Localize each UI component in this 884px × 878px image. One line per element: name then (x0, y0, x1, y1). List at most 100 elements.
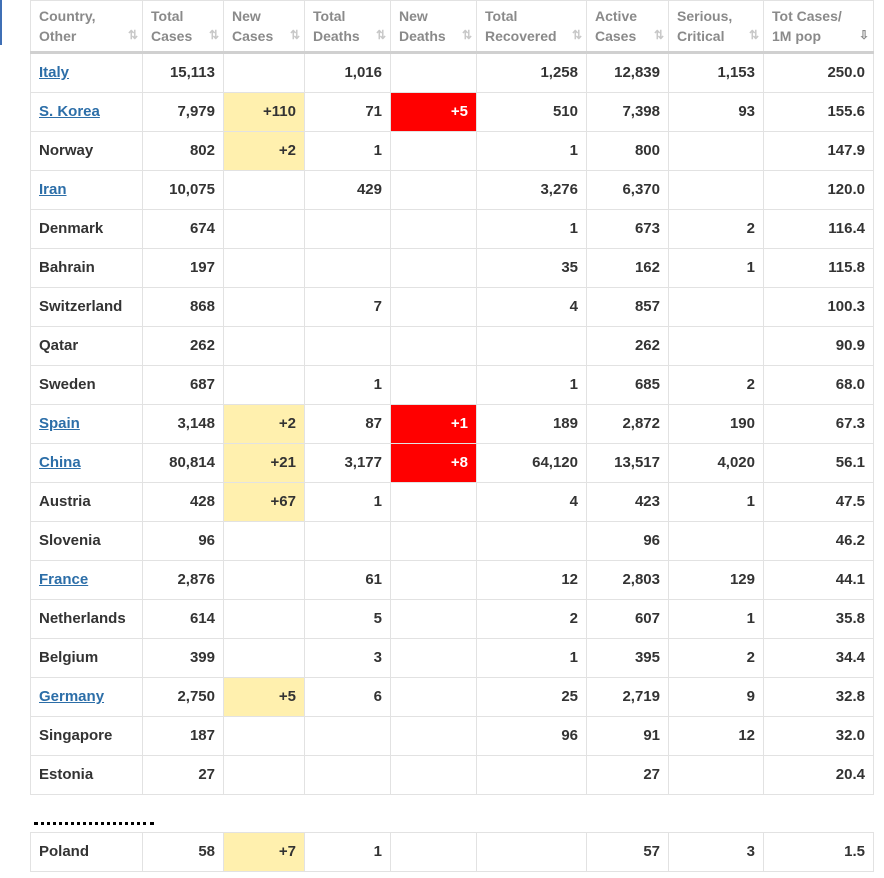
cell-per-million: 56.1 (764, 444, 874, 482)
cell-per-million: 1.5 (764, 833, 874, 871)
country-link[interactable]: Spain (30, 405, 143, 443)
table-body: Italy 15,113 1,016 1,258 12,839 1,153 250.0 S. … (30, 54, 874, 795)
cell-serious-critical: 129 (669, 561, 764, 599)
cases-table-tail: Poland 58 +7 1 57 3 1.5 (30, 833, 874, 872)
cell-new-deaths (391, 288, 477, 326)
sort-icon[interactable]: ⇅ (571, 28, 582, 42)
cell-total-deaths: 1 (305, 366, 391, 404)
cell-total-recovered: 35 (477, 249, 587, 287)
cell-total-deaths: 87 (305, 405, 391, 443)
sort-icon[interactable]: ⇅ (289, 28, 300, 42)
cell-total-deaths: 3,177 (305, 444, 391, 482)
cell-country: Estonia (30, 756, 143, 794)
sort-icon[interactable]: ⇅ (127, 28, 138, 42)
cell-serious-critical (669, 522, 764, 560)
header-total-deaths[interactable]: Total Deaths ⇅ (305, 0, 391, 51)
cell-total-deaths: 61 (305, 561, 391, 599)
cell-country: Netherlands (30, 600, 143, 638)
cell-total-cases: 2,876 (143, 561, 224, 599)
cell-serious-critical: 1,153 (669, 54, 764, 92)
header-active-cases[interactable]: Active Cases ⇅ (587, 0, 669, 51)
header-label-line2: 1M pop (772, 28, 821, 44)
cell-country: Sweden (30, 366, 143, 404)
cell-serious-critical: 4,020 (669, 444, 764, 482)
table-row: Austria 428 +67 1 4 423 1 47.5 (30, 483, 874, 522)
cell-per-million: 250.0 (764, 54, 874, 92)
sort-icon[interactable]: ⇅ (748, 28, 759, 42)
cell-total-cases: 868 (143, 288, 224, 326)
cell-total-cases: 399 (143, 639, 224, 677)
cell-per-million: 46.2 (764, 522, 874, 560)
country-link[interactable]: S. Korea (30, 93, 143, 131)
cell-active-cases: 395 (587, 639, 669, 677)
cell-total-cases: 80,814 (143, 444, 224, 482)
sort-icon[interactable]: ⇅ (375, 28, 386, 42)
country-link[interactable]: Germany (30, 678, 143, 716)
cell-new-deaths (391, 756, 477, 794)
country-link[interactable]: Italy (30, 54, 143, 92)
sort-icon[interactable]: ⇩ (858, 28, 869, 42)
header-label-line1: Active (595, 8, 638, 24)
table-row: Sweden 687 1 1 685 2 68.0 (30, 366, 874, 405)
header-country[interactable]: Country, Other ⇅ (30, 0, 143, 51)
header-new-cases[interactable]: New Cases ⇅ (224, 0, 305, 51)
country-link[interactable]: Iran (30, 171, 143, 209)
cell-total-cases: 10,075 (143, 171, 224, 209)
header-serious-critical[interactable]: Serious, Critical ⇅ (669, 0, 764, 51)
cell-serious-critical: 12 (669, 717, 764, 755)
header-per-million[interactable]: Tot Cases/1M pop ⇩ (764, 0, 874, 51)
cell-total-cases: 802 (143, 132, 224, 170)
cell-per-million: 100.3 (764, 288, 874, 326)
country-link[interactable]: France (30, 561, 143, 599)
table-row: Belgium 399 3 1 395 2 34.4 (30, 639, 874, 678)
header-label-line2: Cases (595, 28, 637, 44)
cell-per-million: 155.6 (764, 93, 874, 131)
cell-new-deaths (391, 327, 477, 365)
sort-icon[interactable]: ⇅ (208, 28, 219, 42)
cell-new-cases: +2 (224, 132, 305, 170)
cell-country: Slovenia (30, 522, 143, 560)
cell-new-deaths (391, 54, 477, 92)
sort-icon[interactable]: ⇅ (461, 28, 472, 42)
table-row: Switzerland 868 7 4 857 100.3 (30, 288, 874, 327)
cell-new-cases: +5 (224, 678, 305, 716)
cell-total-recovered: 12 (477, 561, 587, 599)
header-label-line1: Tot Cases/ (772, 8, 842, 24)
sort-icon[interactable]: ⇅ (653, 28, 664, 42)
table-row: China 80,814 +21 3,177 +8 64,120 13,517 4,020 56… (30, 444, 874, 483)
table-row: S. Korea 7,979 +110 71 +5 510 7,398 93 155.6 (30, 93, 874, 132)
cell-total-recovered (477, 756, 587, 794)
cell-total-deaths: 71 (305, 93, 391, 131)
cell-new-deaths (391, 833, 477, 871)
cell-new-cases (224, 756, 305, 794)
cell-new-deaths (391, 210, 477, 248)
cell-total-deaths: 1 (305, 833, 391, 871)
cell-total-recovered: 1 (477, 639, 587, 677)
cell-new-cases (224, 327, 305, 365)
table-row: Poland 58 +7 1 57 3 1.5 (30, 833, 874, 872)
cell-country: Denmark (30, 210, 143, 248)
cell-per-million: 34.4 (764, 639, 874, 677)
cell-active-cases: 13,517 (587, 444, 669, 482)
cell-total-recovered: 4 (477, 483, 587, 521)
country-link[interactable]: China (30, 444, 143, 482)
header-label-line2: Cases (151, 28, 193, 44)
table-row: Bahrain 197 35 162 1 115.8 (30, 249, 874, 288)
cell-active-cases: 57 (587, 833, 669, 871)
cell-serious-critical: 1 (669, 600, 764, 638)
cell-total-deaths (305, 249, 391, 287)
cell-active-cases: 800 (587, 132, 669, 170)
row-gap (30, 794, 874, 833)
header-total-recovered[interactable]: Total Recovered ⇅ (477, 0, 587, 51)
cell-total-deaths: 1,016 (305, 54, 391, 92)
cell-country: Bahrain (30, 249, 143, 287)
cell-per-million: 147.9 (764, 132, 874, 170)
cell-total-cases: 58 (143, 833, 224, 871)
cell-active-cases: 673 (587, 210, 669, 248)
cell-active-cases: 96 (587, 522, 669, 560)
cell-country: Switzerland (30, 288, 143, 326)
cell-total-deaths (305, 756, 391, 794)
cell-new-deaths (391, 717, 477, 755)
header-new-deaths[interactable]: New Deaths ⇅ (391, 0, 477, 51)
header-total-cases[interactable]: Total Cases ⇅ (143, 0, 224, 51)
